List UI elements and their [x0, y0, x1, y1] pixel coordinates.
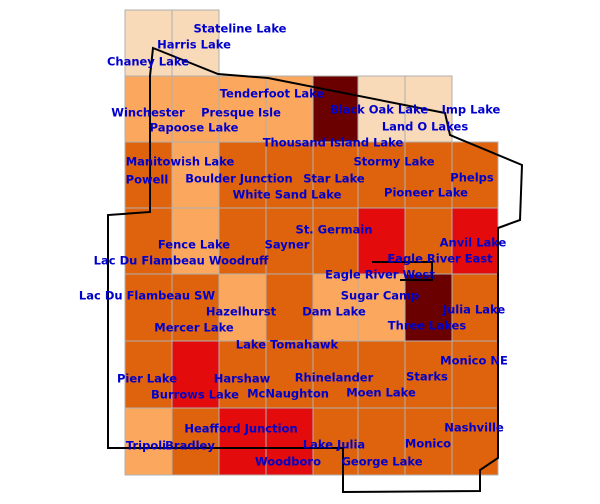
grid-cell: [218, 141, 267, 209]
grid-cell: [451, 407, 499, 476]
grid-cell: [265, 340, 314, 409]
place-label: Mercer Lake: [154, 321, 234, 335]
place-label: Imp Lake: [442, 103, 501, 117]
place-label: Julia Lake: [442, 303, 506, 317]
place-label: Anvil Lake: [440, 236, 507, 250]
grid-cell: [265, 273, 314, 342]
place-label: Pier Lake: [117, 372, 177, 386]
place-label: Star Lake: [303, 172, 365, 186]
place-label: Harshaw: [214, 372, 271, 386]
place-label: Heafford Junction: [184, 422, 297, 436]
place-label: Burrows Lake: [151, 388, 239, 402]
place-label: Rhinelander: [295, 371, 374, 385]
grid-cell: [124, 141, 173, 209]
place-label: Lake Julia: [303, 438, 365, 452]
grid-cells: [124, 9, 499, 476]
grid-cell: [451, 340, 499, 409]
grid-cell: [218, 207, 267, 275]
place-label: Dam Lake: [302, 305, 366, 319]
place-label: Bradley: [165, 439, 215, 453]
place-label: Sugar Camp: [341, 289, 420, 303]
place-label: Harris Lake: [157, 38, 231, 52]
grid-cell: [404, 407, 453, 476]
place-label: Phelps: [450, 171, 494, 185]
place-label: Stormy Lake: [353, 155, 434, 169]
grid-cell: [171, 273, 220, 342]
grid-cell: [171, 407, 220, 476]
place-label: White Sand Lake: [233, 188, 342, 202]
place-label: Presque Isle: [201, 106, 281, 120]
grid-cell: [124, 207, 173, 275]
grid-cell: [124, 9, 173, 77]
place-label: Three Lakes: [388, 319, 467, 333]
place-label: Black Oak Lake: [330, 103, 429, 117]
place-label: Fence Lake: [158, 238, 230, 252]
place-label: Powell: [126, 173, 169, 187]
grid-cell: [404, 340, 453, 409]
grid-cell: [265, 75, 314, 143]
place-label: Monico: [405, 437, 451, 451]
place-label: Woodboro: [255, 455, 321, 469]
grid-cell: [357, 407, 406, 476]
place-label: Pioneer Lake: [384, 186, 468, 200]
place-label: Monico NE: [440, 354, 508, 368]
place-label: Lac Du Flambeau Woodruff: [94, 254, 269, 268]
grid-cell: [124, 407, 173, 476]
place-label: St. Germain: [296, 223, 373, 237]
grid-cell: [312, 141, 359, 209]
place-label: Lac Du Flambeau SW: [79, 289, 215, 303]
place-label: Tenderfoot Lake: [220, 87, 325, 101]
place-label: Manitowish Lake: [126, 155, 235, 169]
place-label: Chaney Lake: [107, 55, 189, 69]
grid-cell: [218, 273, 267, 342]
grid-cell: [312, 207, 359, 275]
place-label: Hazelhurst: [206, 305, 277, 319]
place-labels: Stateline Lake Harris Lake Chaney Lake Tend…: [79, 22, 508, 469]
place-label: Starks: [406, 370, 448, 384]
place-label: Boulder Junction: [185, 172, 293, 186]
grid-cell: [451, 141, 499, 209]
place-label: George Lake: [341, 455, 422, 469]
place-label: Land O Lakes: [382, 120, 469, 134]
grid-cell: [171, 207, 220, 275]
place-label: Lake Tomahawk: [236, 338, 339, 352]
place-label: Sayner: [265, 238, 310, 252]
place-label: Stateline Lake: [194, 22, 287, 36]
grid-cell: [124, 75, 173, 143]
place-label: Nashville: [444, 421, 504, 435]
place-label: Thousand Island Lake: [263, 136, 404, 150]
grid-cell: [451, 207, 499, 275]
county-boundary: [107, 46, 524, 494]
place-label: Winchester: [111, 106, 185, 120]
grid-cell: [218, 340, 267, 409]
grid-cell: [357, 340, 406, 409]
place-label: Papoose Lake: [150, 121, 239, 135]
grid-cell: [312, 407, 359, 476]
place-label: Eagle River East: [387, 252, 493, 266]
place-label: McNaughton: [247, 387, 329, 401]
grid-cell: [265, 407, 314, 476]
grid-cell: [404, 141, 453, 209]
place-label: Tripoli: [126, 439, 166, 453]
grid-cell: [357, 75, 406, 143]
grid-cell: [265, 207, 314, 275]
place-label: Moen Lake: [346, 386, 416, 400]
place-label: Eagle River West: [325, 268, 435, 282]
grid-cell: [357, 273, 406, 342]
